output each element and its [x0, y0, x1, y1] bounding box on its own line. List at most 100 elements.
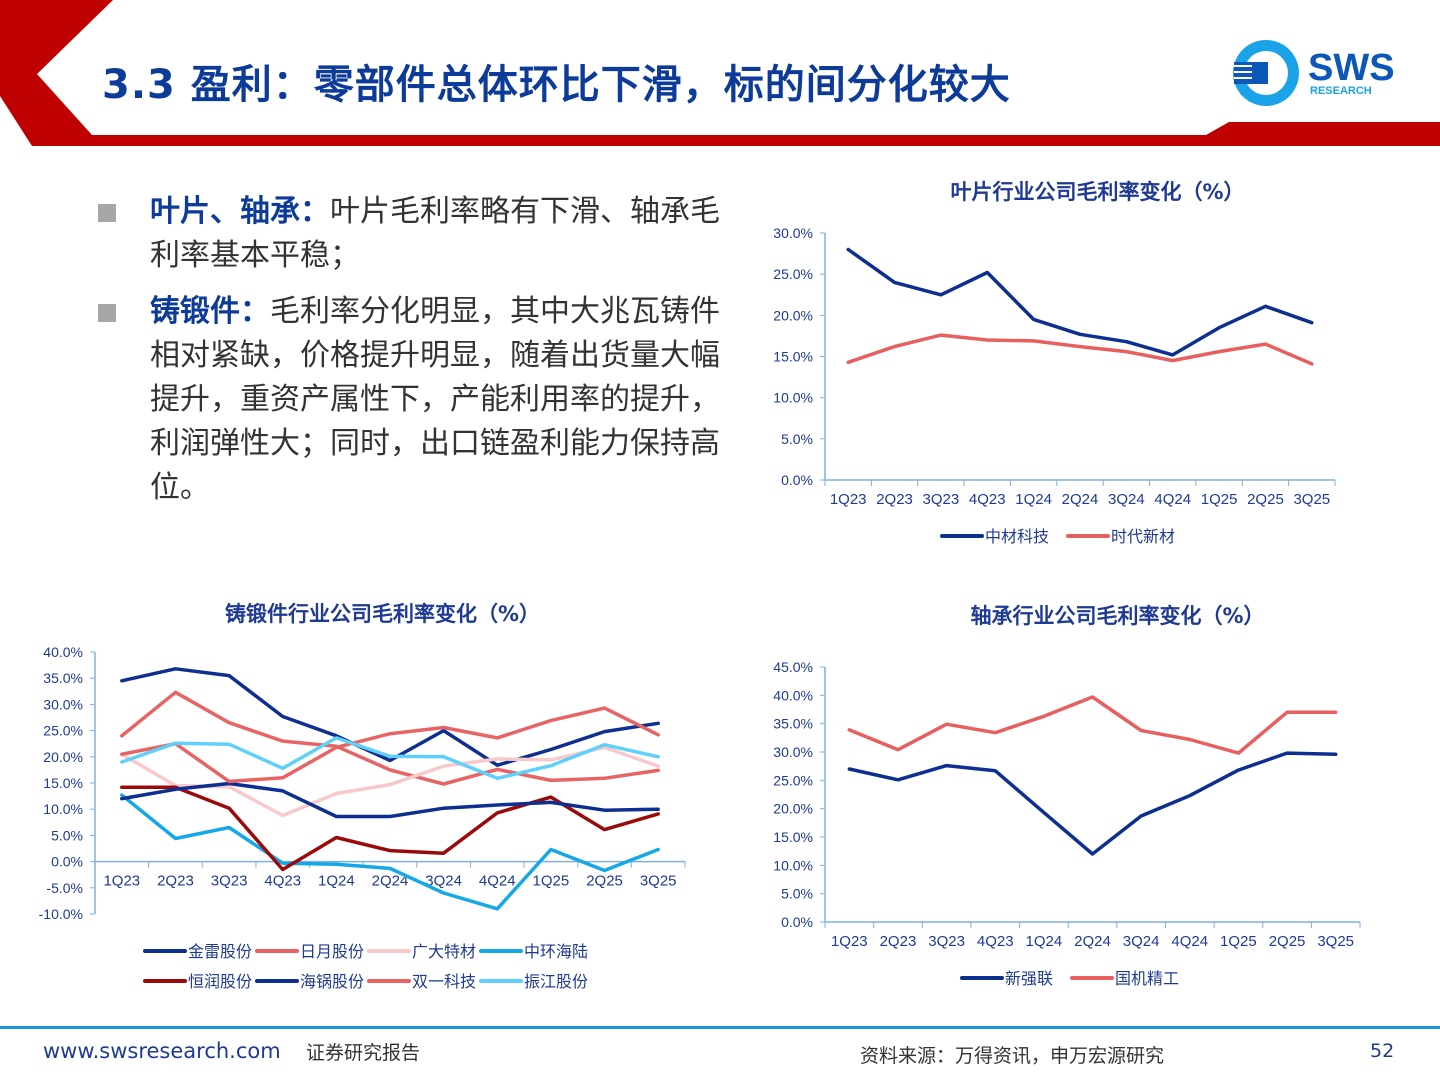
series-line-4: [120, 793, 660, 911]
legend-label: 时代新材: [1111, 528, 1175, 546]
y-tick-label: 30.0%: [773, 744, 813, 760]
x-tick-label: 2Q23: [876, 491, 913, 508]
y-tick-label: -5.0%: [46, 880, 83, 896]
x-tick-label: 3Q24: [1123, 933, 1160, 950]
x-tick-label: 1Q24: [318, 873, 355, 890]
x-tick-label: 3Q25: [1293, 491, 1330, 508]
svg-text:SWS: SWS: [1308, 47, 1395, 89]
x-tick-label: 2Q24: [1074, 933, 1111, 950]
y-tick-label: 5.0%: [51, 827, 83, 843]
bullet-square-icon: [98, 204, 116, 222]
x-tick-label: 2Q25: [1247, 491, 1284, 508]
x-tick-label: 3Q24: [425, 873, 462, 890]
legend-label: 中环海陆: [524, 943, 588, 961]
series-line-1: [846, 247, 1314, 357]
legend-label: 国机精工: [1115, 970, 1179, 988]
y-tick-label: 5.0%: [781, 431, 813, 447]
y-tick-label: 45.0%: [773, 659, 813, 675]
x-tick-label: 4Q23: [969, 491, 1006, 508]
x-tick-label: 3Q25: [1317, 933, 1354, 950]
svg-text:RESEARCH: RESEARCH: [1310, 85, 1372, 97]
x-tick-label: 4Q23: [977, 933, 1014, 950]
y-tick-label: 10.0%: [43, 801, 83, 817]
series-line-1: [847, 751, 1338, 856]
series-line-8: [120, 736, 660, 781]
x-tick-label: 3Q23: [211, 873, 248, 890]
x-tick-label: 3Q24: [1108, 491, 1145, 508]
x-tick-label: 1Q24: [1026, 933, 1063, 950]
x-tick-label: 3Q25: [640, 873, 677, 890]
x-tick-label: 1Q23: [831, 933, 868, 950]
y-tick-label: 30.0%: [773, 225, 813, 241]
y-tick-label: 20.0%: [773, 801, 813, 817]
x-tick-label: 2Q23: [880, 933, 917, 950]
bullet-square-icon: [98, 304, 116, 322]
x-tick-label: 2Q25: [586, 873, 623, 890]
x-tick-label: 1Q25: [1201, 491, 1238, 508]
chart-title-bearing: 轴承行业公司毛利率变化（%）: [970, 604, 1265, 628]
x-tick-label: 1Q23: [830, 491, 867, 508]
x-tick-label: 1Q25: [1220, 933, 1257, 950]
y-tick-label: 15.0%: [773, 829, 813, 845]
legend-label: 广大特材: [412, 943, 476, 961]
legend-label: 海锅股份: [300, 973, 364, 991]
x-tick-label: 4Q23: [264, 873, 301, 890]
bullet-blade-bearing: 叶片、轴承：叶片毛利率略有下滑、轴承毛利率基本平稳；: [98, 190, 738, 278]
bullet-text: 毛利率分化明显，其中大兆瓦铸件相对紧缺，价格提升明显，随着出货量大幅提升，重资产…: [150, 294, 720, 505]
y-tick-label: -10.0%: [39, 906, 83, 922]
y-tick-label: 35.0%: [43, 670, 83, 686]
legend-label: 金雷股份: [188, 943, 252, 961]
series-line-1: [120, 667, 660, 767]
bullet-text: 叶片毛利率略有下滑、轴承毛利率基本平稳；: [150, 194, 720, 273]
y-tick-label: 20.0%: [43, 749, 83, 765]
y-tick-label: 25.0%: [773, 266, 813, 282]
page-number: 52: [1370, 1040, 1395, 1062]
footer-label: 证券研究报告: [306, 1042, 421, 1064]
legend-label: 恒润股份: [188, 973, 252, 991]
x-tick-label: 4Q24: [479, 873, 516, 890]
y-tick-label: 0.0%: [781, 914, 813, 930]
y-tick-label: 25.0%: [773, 772, 813, 788]
legend-label: 中材科技: [985, 528, 1049, 546]
bullet-heading: 叶片、轴承：: [150, 194, 330, 229]
legend-label: 日月股份: [300, 943, 364, 961]
legend-label: 新强联: [1005, 970, 1053, 988]
y-tick-label: 20.0%: [773, 307, 813, 323]
x-tick-label: 1Q23: [103, 873, 140, 890]
y-tick-label: 0.0%: [51, 854, 83, 870]
footer-source: 资料来源：万得资讯，申万宏源研究: [860, 1045, 1165, 1067]
y-tick-label: 10.0%: [773, 390, 813, 406]
series-line-2: [120, 690, 660, 786]
bullet-heading: 铸锻件：: [150, 294, 270, 329]
y-tick-label: 10.0%: [773, 857, 813, 873]
x-tick-label: 2Q24: [1062, 491, 1099, 508]
y-tick-label: 35.0%: [773, 716, 813, 732]
header-banner: [0, 0, 1440, 146]
footer-divider: [0, 1026, 1440, 1029]
legend-label: 振江股份: [524, 973, 588, 991]
chart-title-blade: 叶片行业公司毛利率变化（%）: [950, 180, 1245, 204]
x-tick-label: 3Q23: [923, 491, 960, 508]
y-tick-label: 15.0%: [43, 775, 83, 791]
x-tick-label: 1Q24: [1015, 491, 1052, 508]
sws-logo: SWS RESEARCH: [1233, 40, 1395, 106]
y-tick-label: 15.0%: [773, 349, 813, 365]
chart-title-forging: 铸锻件行业公司毛利率变化（%）: [224, 602, 541, 626]
footer-website[interactable]: www.swsresearch.com: [43, 1039, 281, 1063]
y-tick-label: 30.0%: [43, 696, 83, 712]
y-tick-label: 40.0%: [773, 687, 813, 703]
legend-label: 双一科技: [412, 973, 476, 991]
x-tick-label: 4Q24: [1154, 491, 1191, 508]
series-line-2: [846, 333, 1314, 366]
y-tick-label: 25.0%: [43, 723, 83, 739]
series-line-2: [847, 695, 1338, 755]
bullet-forging: 铸锻件：毛利率分化明显，其中大兆瓦铸件相对紧缺，价格提升明显，随着出货量大幅提升…: [98, 290, 738, 510]
bullet-list: 叶片、轴承：叶片毛利率略有下滑、轴承毛利率基本平稳； 铸锻件：毛利率分化明显，其…: [98, 190, 738, 522]
x-tick-label: 2Q24: [372, 873, 409, 890]
x-tick-label: 4Q24: [1171, 933, 1208, 950]
page-title: 3.3 盈利：零部件总体环比下滑，标的间分化较大: [102, 62, 1011, 108]
x-tick-label: 1Q25: [533, 873, 570, 890]
